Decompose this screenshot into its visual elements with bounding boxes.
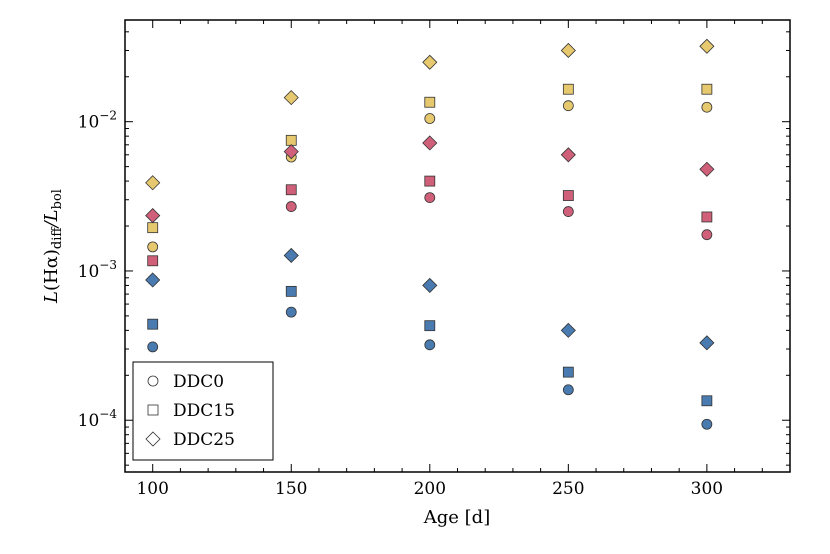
x-axis-ticks: 100 150 200 250 300	[124, 20, 791, 499]
ddc15-red-point	[701, 211, 713, 223]
ddc15-blue-point	[562, 366, 574, 378]
ddc15-red-point	[562, 190, 574, 201]
ddc0-blue-point	[701, 418, 713, 430]
ddc25-blue-point	[283, 247, 299, 264]
data-points	[145, 38, 715, 430]
y-tick-label: 10−2	[78, 109, 117, 133]
ddc15-blue-point	[701, 395, 713, 407]
ddc15-yellow-point	[562, 83, 574, 95]
ddc0-blue-point	[147, 341, 159, 353]
ddc15-yellow-point	[424, 96, 436, 108]
ddc15-blue-point	[147, 318, 159, 330]
y-tick-label: 10−4	[78, 407, 118, 431]
ddc15-red-point	[285, 184, 297, 196]
ddc25-yellow-point	[560, 42, 576, 59]
ddc25-yellow-point	[699, 38, 715, 54]
ddc25-yellow-point	[283, 90, 299, 106]
ddc0-blue-point	[285, 306, 297, 318]
ddc25-red-point	[560, 147, 576, 163]
ddc15-blue-point	[285, 285, 297, 297]
ddc25-red-point	[283, 144, 299, 160]
ddc25-red-point	[422, 135, 438, 151]
ddc25-blue-point	[699, 335, 715, 351]
ddc25-blue-point	[560, 322, 576, 338]
legend-ddc25-label: DDC25	[173, 430, 235, 450]
ddc0-red-point	[701, 229, 713, 241]
x-tick-label: 250	[552, 479, 584, 499]
legend-ddc0-marker	[147, 375, 159, 387]
ddc0-red-point	[285, 201, 297, 212]
x-tick-label: 200	[414, 479, 446, 499]
ddc15-red-point	[147, 255, 159, 267]
ddc0-blue-point	[424, 339, 436, 351]
ddc0-yellow-point	[424, 113, 436, 124]
ddc0-yellow-point	[562, 100, 574, 112]
ddc0-yellow-point	[701, 101, 713, 113]
ddc15-blue-point	[424, 320, 436, 332]
ddc0-red-point	[562, 206, 574, 217]
ddc15-yellow-point	[701, 83, 713, 95]
ddc0-yellow-point	[147, 241, 159, 253]
legend-ddc15-label: DDC15	[173, 401, 235, 421]
ddc15-red-point	[424, 175, 436, 187]
x-axis-label: Age [d]	[423, 507, 490, 528]
x-tick-label: 300	[691, 479, 723, 499]
ddc15-yellow-point	[285, 134, 297, 146]
x-tick-label: 150	[275, 479, 307, 499]
ddc25-red-point	[145, 208, 161, 224]
ddc0-blue-point	[562, 384, 574, 396]
ddc25-yellow-point	[422, 54, 438, 70]
ddc0-red-point	[424, 192, 436, 204]
legend-ddc0-label: DDC0	[173, 372, 224, 392]
legend-ddc25-marker	[145, 431, 161, 447]
ddc25-red-point	[699, 161, 715, 177]
x-tick-label: 100	[136, 479, 168, 499]
ddc25-yellow-point	[145, 175, 161, 191]
ddc15-yellow-point	[147, 222, 159, 234]
y-axis-ticks: 10−4 10−3 10−2	[78, 31, 790, 466]
y-tick-label: 10−3	[78, 258, 117, 282]
legend-ddc15-marker	[147, 404, 159, 416]
legend: DDC0 DDC15 DDC25	[132, 361, 274, 461]
ddc25-blue-point	[145, 272, 161, 288]
ddc25-blue-point	[422, 277, 438, 293]
y-axis-label: L(Hα)diff/Lbol	[41, 189, 65, 304]
